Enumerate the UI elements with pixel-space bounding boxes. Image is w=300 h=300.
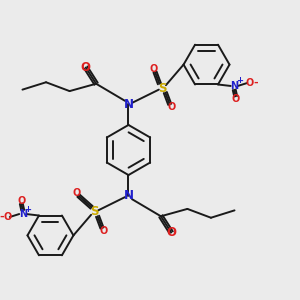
Text: +: +	[24, 205, 31, 214]
Text: O: O	[73, 188, 81, 198]
Text: O: O	[3, 212, 12, 222]
Text: O: O	[232, 94, 240, 104]
Text: N: N	[19, 209, 27, 219]
Text: +: +	[236, 76, 243, 85]
Text: O: O	[166, 226, 176, 239]
Text: O: O	[167, 102, 175, 112]
Text: -: -	[0, 212, 4, 222]
Text: O: O	[81, 61, 91, 74]
Text: N: N	[124, 98, 134, 111]
Text: N: N	[124, 189, 134, 202]
Text: N: N	[230, 81, 238, 91]
Text: O: O	[17, 196, 26, 206]
Text: -: -	[253, 78, 258, 88]
Text: O: O	[99, 226, 108, 236]
Text: O: O	[245, 78, 254, 88]
Text: S: S	[158, 82, 166, 95]
Text: S: S	[90, 205, 99, 218]
Text: O: O	[149, 64, 158, 74]
